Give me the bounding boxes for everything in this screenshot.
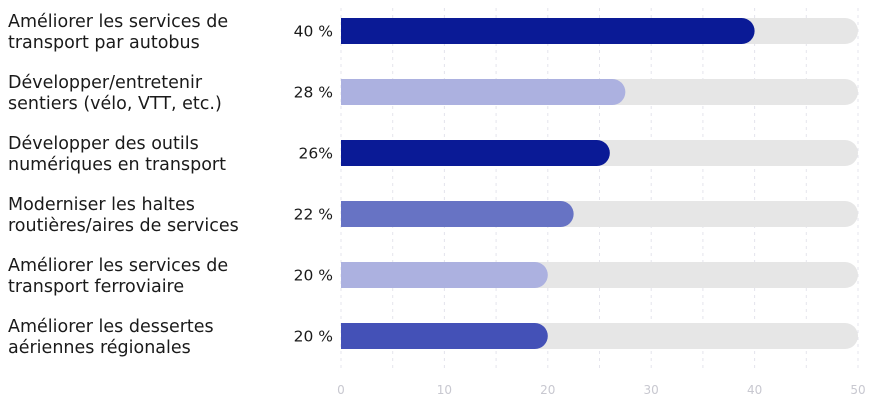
value-label: 26% [299,145,333,163]
bar [341,18,755,44]
category-label: Améliorer les services de transport ferro… [8,256,228,297]
x-tick-label: 10 [437,383,452,397]
value-label: 20 % [294,267,333,285]
grid-lines [340,8,859,372]
value-label: 28 % [294,84,333,102]
value-label: 40 % [294,23,333,41]
x-tick-label: 50 [850,383,865,397]
x-axis-ticks: 0 10 20 30 40 50 [337,383,865,397]
bar [341,262,548,288]
bars [341,18,858,349]
category-label: Développer des outils numériques en trans… [8,134,226,175]
labels: 40 % Améliorer les services de transport p… [8,12,333,358]
x-tick-label: 30 [644,383,659,397]
value-label: 22 % [294,206,333,224]
bar [341,323,548,349]
category-label: Développer/entretenir sentiers (vélo, VTT… [8,73,222,114]
bar [341,79,626,105]
x-tick-label: 20 [540,383,555,397]
category-label: Moderniser les haltes routières/aires de … [8,195,239,236]
bar [341,201,574,227]
bar [341,140,610,166]
x-tick-label: 0 [337,383,345,397]
value-label: 20 % [294,328,333,346]
category-label: Améliorer les services de transport par a… [8,12,228,53]
x-tick-label: 40 [747,383,762,397]
category-label: Améliorer les dessertes aériennes régiona… [8,317,214,358]
